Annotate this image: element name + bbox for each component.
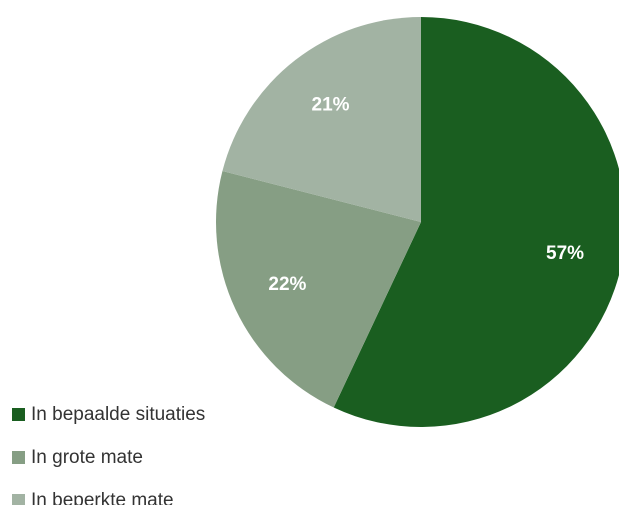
legend-label-in-grote-mate: In grote mate (31, 446, 143, 468)
legend-item-in-grote-mate: In grote mate (12, 436, 262, 479)
pie-slice-in-grote-mate (215, 171, 421, 408)
legend-swatch-in-beperkte-mate (12, 494, 25, 505)
legend-item-in-beperkte-mate: In beperkte mate (12, 479, 262, 505)
legend-swatch-in-grote-mate (12, 451, 25, 464)
pie-slice-in-bepaalde-situaties (333, 17, 619, 427)
legend-label-in-bepaalde-situaties: In bepaalde situaties (31, 403, 206, 425)
legend-item-in-bepaalde-situaties: In bepaalde situaties (12, 393, 262, 436)
pie-slice-in-beperkte-mate (222, 16, 421, 223)
data-label-in-beperkte-mate: 21% (312, 94, 350, 115)
data-label-in-bepaalde-situaties: 57% (546, 243, 584, 264)
pie-slices (215, 16, 619, 427)
legend-swatch-in-bepaalde-situaties (12, 408, 25, 421)
chart-legend: In bepaalde situaties In grote mate In b… (8, 385, 268, 505)
data-label-in-grote-mate: 22% (268, 274, 306, 295)
pie-data-labels: 57% 22% 21% (268, 94, 584, 294)
legend-label-in-beperkte-mate: In beperkte mate (31, 489, 174, 505)
